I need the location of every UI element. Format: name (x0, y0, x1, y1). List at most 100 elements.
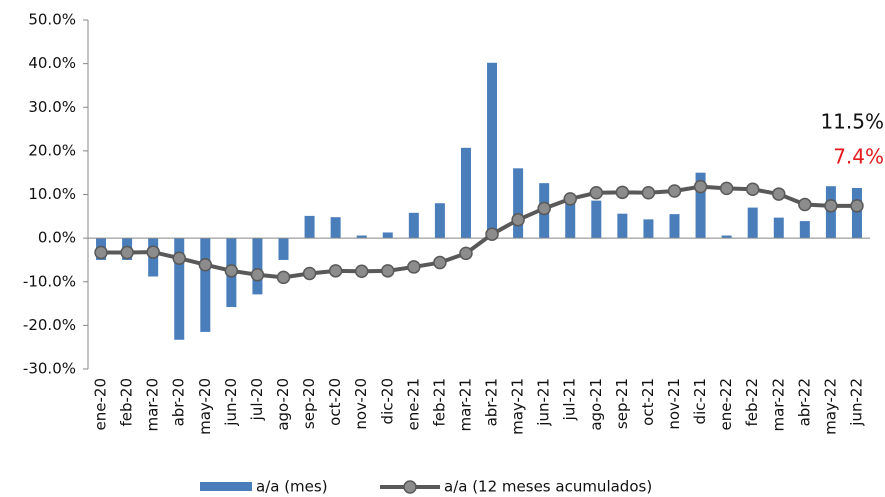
marker (537, 201, 551, 216)
x-tick-label: abr-21 (483, 378, 501, 426)
x-tick-label: jun-21 (535, 378, 553, 427)
x-tick-label: jun-22 (847, 378, 865, 427)
bar (851, 187, 862, 239)
annotation: 11.5% (820, 110, 884, 134)
y-tick-label: 30.0% (28, 98, 76, 116)
bar (565, 197, 576, 239)
legend-label: a/a (mes) (256, 478, 328, 496)
x-tick-label: ene-22 (717, 378, 735, 430)
bar (460, 147, 471, 239)
marker (354, 264, 369, 279)
marker (328, 264, 343, 278)
marker (459, 246, 473, 261)
marker (563, 192, 577, 206)
marker (667, 184, 682, 198)
marker (302, 266, 317, 281)
marker (407, 260, 421, 274)
bar (773, 217, 784, 239)
marker (824, 199, 838, 213)
marker (146, 245, 160, 259)
bar (747, 207, 758, 239)
x-tick-label: sep-20 (300, 378, 318, 429)
bar (200, 238, 211, 332)
x-tick-label: may-21 (509, 378, 527, 435)
x-tick-label: mar-20 (144, 378, 162, 432)
marker (798, 197, 812, 212)
bar (382, 232, 393, 239)
y-tick-label: -10.0% (23, 272, 76, 290)
marker (719, 181, 734, 196)
marker (250, 268, 265, 282)
bar (643, 219, 654, 239)
x-tick-label: jul-20 (248, 378, 266, 421)
marker (589, 186, 604, 200)
bar (669, 214, 680, 239)
bar (617, 213, 628, 239)
marker (433, 255, 447, 270)
bar (278, 238, 289, 260)
legend-label: a/a (12 meses acumulados) (444, 478, 652, 496)
y-tick-label: -20.0% (23, 316, 76, 334)
bar (799, 221, 810, 239)
line (101, 184, 857, 280)
x-tick-label: mar-22 (769, 378, 787, 432)
y-tick-label: 0.0% (38, 229, 76, 247)
marker (224, 264, 239, 278)
marker (94, 245, 108, 260)
x-tick-label: mar-21 (456, 378, 474, 432)
x-tick-label: may-22 (821, 378, 839, 435)
bar (330, 217, 341, 239)
bar (721, 235, 732, 239)
x-tick-label: jun-20 (222, 378, 240, 427)
marker (276, 270, 291, 285)
marker (198, 257, 213, 272)
y-tick-label: 20.0% (28, 141, 76, 159)
x-tick-label: may-20 (196, 378, 214, 435)
x-tick-label: dic-21 (691, 378, 709, 424)
x-tick-label: abr-22 (795, 378, 813, 426)
marker (641, 186, 656, 200)
marker (381, 264, 395, 278)
x-tick-label: feb-22 (743, 378, 761, 427)
marker (172, 251, 186, 265)
x-tick-label: ene-20 (92, 378, 110, 430)
marker (511, 213, 525, 227)
bar (434, 203, 445, 239)
x-tick-label: ago-20 (274, 378, 292, 431)
bar (252, 238, 263, 295)
y-tick-label: 40.0% (28, 54, 76, 72)
x-tick-label: ene-21 (404, 378, 422, 430)
legend-swatch (200, 482, 252, 491)
marker (850, 199, 864, 213)
x-tick-label: oct-21 (639, 378, 657, 426)
legend-marker (403, 480, 417, 494)
x-tick-label: feb-20 (118, 378, 136, 427)
bar (174, 238, 185, 340)
x-tick-label: nov-21 (665, 378, 683, 430)
bar (408, 212, 419, 239)
bar (304, 215, 315, 239)
x-tick-label: ago-21 (587, 378, 605, 431)
bar (591, 200, 602, 239)
x-tick-label: oct-20 (326, 378, 344, 426)
annotation: 7.4% (833, 145, 884, 169)
marker (693, 179, 708, 194)
y-tick-label: -30.0% (23, 360, 76, 378)
marker (772, 187, 786, 201)
x-tick-label: dic-20 (378, 378, 396, 424)
x-tick-label: sep-21 (613, 378, 631, 429)
x-tick-label: abr-20 (170, 378, 188, 426)
marker (745, 182, 760, 197)
marker (120, 245, 134, 260)
x-tick-label: nov-20 (352, 378, 370, 430)
x-tick-label: feb-21 (430, 378, 448, 427)
x-tick-label: jul-21 (561, 378, 579, 421)
bar (695, 172, 706, 239)
y-tick-label: 50.0% (28, 11, 76, 29)
bar (487, 62, 498, 239)
bar (513, 168, 524, 239)
y-tick-label: 10.0% (28, 185, 76, 203)
marker (485, 227, 499, 241)
bar (356, 235, 367, 239)
